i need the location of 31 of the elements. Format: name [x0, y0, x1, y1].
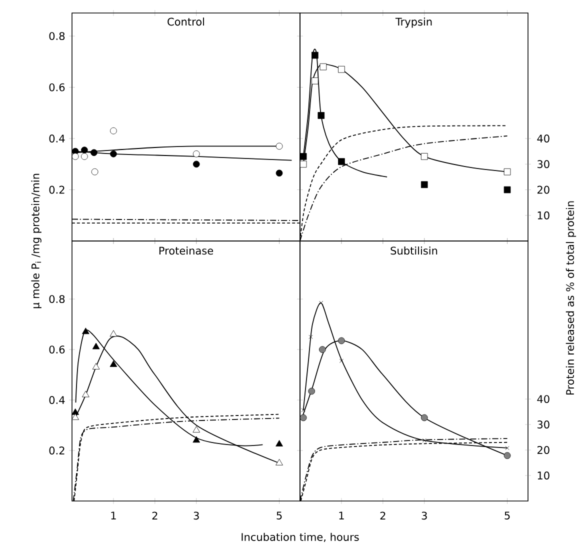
x-tick-label: 5 — [276, 512, 282, 520]
y2-tick-label: 40 — [537, 134, 550, 143]
y-tick-label: 0.8 — [49, 32, 65, 40]
y-tick-label: 0.2 — [49, 446, 64, 454]
y-axis-title: μ mole P$_{i}$ /mg protein/min — [31, 174, 42, 308]
chart-title: Trypsin — [395, 18, 432, 28]
y2-tick-label: 20 — [537, 186, 550, 194]
y2-tick-label: 10 — [538, 211, 550, 220]
x-tick-label: 3 — [422, 512, 427, 520]
y-tick-label: 0.6 — [49, 83, 65, 92]
x-tick-label: 1 — [111, 512, 116, 520]
x-tick-label: 5 — [504, 512, 510, 520]
x-tick-label: 2 — [152, 512, 158, 520]
y2-tick-label: 30 — [538, 420, 550, 429]
y-tick-label: 0.4 — [49, 396, 65, 404]
chart-title: Subtilisin — [390, 246, 438, 255]
x-tick-label: 1 — [339, 512, 344, 520]
y2-tick-label: 40 — [537, 395, 550, 404]
y-tick-label: 0.4 — [49, 134, 65, 143]
chart-title: Proteinase — [159, 246, 214, 255]
y2-axis-title: Protein released as % of total protein — [566, 201, 576, 395]
chart-title: Control — [168, 18, 204, 26]
x-tick-label: 3 — [194, 512, 199, 520]
y-tick-label: 0.2 — [49, 186, 64, 194]
y2-tick-label: 10 — [538, 472, 550, 480]
x-tick-label: 2 — [380, 512, 386, 520]
y2-tick-label: 20 — [537, 446, 550, 454]
x-axis-title: Incubation time, hours — [242, 532, 359, 542]
y2-tick-label: 30 — [538, 160, 550, 168]
y-tick-label: 0.6 — [49, 346, 65, 354]
y-tick-label: 0.8 — [49, 295, 65, 304]
